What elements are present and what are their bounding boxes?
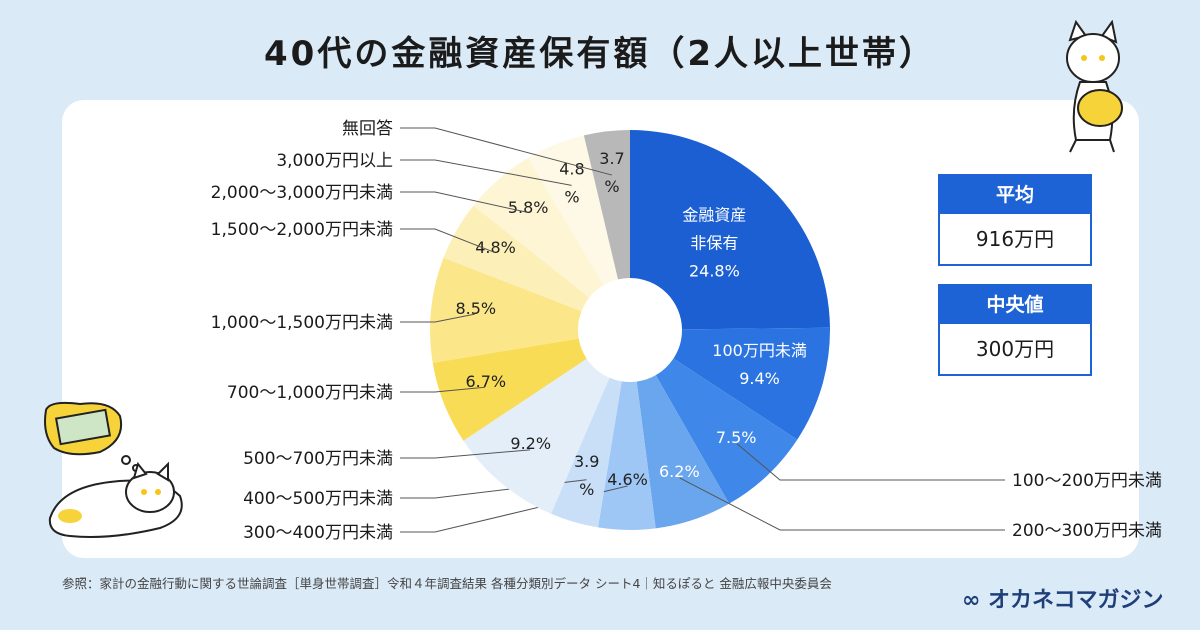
slice-value-label: 8.5% [455, 299, 496, 318]
category-label: 300〜400万円未満 [243, 523, 393, 543]
mean-box: 平均 916万円 [938, 174, 1092, 266]
category-label: 無回答 [342, 119, 393, 139]
pie-slice [473, 157, 604, 298]
category-label: 1,500〜2,000万円未満 [211, 220, 393, 240]
cat-holding-wallet-illustration [1066, 20, 1123, 153]
pie-slice [443, 205, 590, 312]
cat-dreaming-money-illustration [44, 401, 183, 538]
pie-slice [463, 358, 610, 514]
category-label: 2,000〜3,000万円未満 [211, 183, 393, 203]
pie-slice [673, 327, 831, 440]
median-value: 300万円 [975, 337, 1055, 361]
pie-slice [528, 135, 619, 286]
slice-value-label: 4.6% [607, 470, 648, 489]
slice-value-label: 4.8% [559, 159, 584, 206]
leader-line [400, 228, 495, 253]
logo-text: オカネコマガジン [988, 588, 1164, 613]
median-box: 中央値 300万円 [938, 284, 1092, 376]
site-logo[interactable]: ∞ オカネコマガジン [962, 582, 1164, 614]
median-label: 中央値 [940, 286, 1090, 324]
source-note: 参照：家計の金融行動に関する世論調査［単身世帯調査］令和４年調査結果 各種分類別… [62, 576, 832, 591]
slice-value-label: 7.5% [716, 428, 757, 447]
leader-line [400, 313, 475, 323]
leader-line [400, 386, 485, 393]
leader-line [400, 191, 528, 213]
pie-slice [655, 358, 798, 504]
slice-value-label: 金融資産非保有 24.8% [682, 206, 746, 281]
category-label: 400〜500万円未満 [243, 489, 393, 509]
chart-title: 40代の金融資産保有額（2人以上世帯） [264, 34, 936, 74]
slice-value-label: 6.7% [465, 372, 506, 391]
pie-slice [551, 377, 622, 528]
slice-value-label: 4.8% [475, 238, 516, 257]
slice-value-label: 5.8% [508, 198, 549, 217]
leader-line [679, 477, 1005, 531]
leader-line [400, 449, 531, 459]
mean-label: 平均 [940, 176, 1090, 214]
category-label: 200〜300万円未満 [1012, 521, 1162, 541]
leader-line [400, 159, 572, 186]
pie-slice [583, 130, 630, 280]
category-label: 100〜200万円未満 [1012, 471, 1162, 491]
pie-slice [432, 338, 587, 441]
slice-value-label: 3.7% [599, 149, 624, 196]
category-label: 700〜1,000万円未満 [227, 383, 393, 403]
leader-line [400, 127, 613, 176]
pie-slice [598, 381, 656, 530]
pie-slice [636, 375, 730, 529]
category-label: 500〜700万円未満 [243, 449, 393, 469]
slice-value-label: 100万円未満 9.4% [712, 341, 807, 388]
pie-slice [630, 130, 830, 330]
category-label: 1,000〜1,500万円未満 [211, 313, 393, 333]
category-label: 3,000万円以上 [276, 151, 393, 171]
pie-slice [430, 257, 582, 363]
mean-value: 916万円 [975, 227, 1055, 251]
slice-value-label: 3.9% [574, 452, 599, 499]
logo-icon: ∞ [962, 588, 981, 613]
slice-value-label: 6.2% [659, 462, 700, 481]
slice-value-label: 9.2% [510, 434, 551, 453]
leader-line [736, 443, 1005, 481]
